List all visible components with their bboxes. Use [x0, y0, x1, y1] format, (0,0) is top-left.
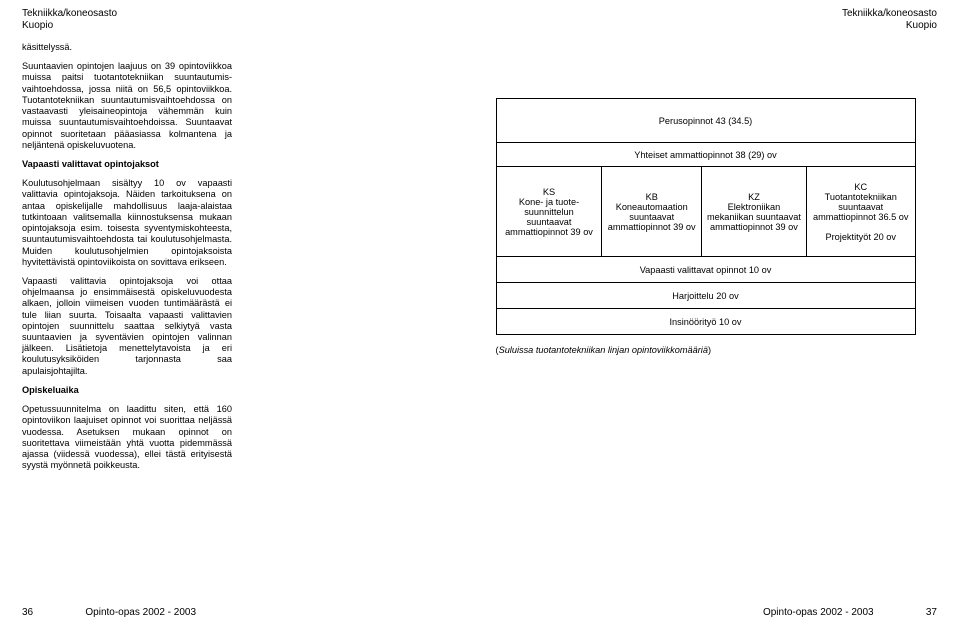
para-0: käsittelyssä. — [22, 42, 232, 53]
diagram-note: (Suluissa tuotantotekniikan linjan opint… — [496, 345, 938, 355]
col-ks: KS Kone- ja tuote­suunnittelun suuntaava… — [496, 167, 602, 257]
city: Kuopio — [22, 20, 464, 32]
col-ks-text: Kone- ja tuote­suunnittelun suuntaavat a… — [501, 197, 598, 237]
left-body: käsittelyssä. Suuntaavien opintojen laaj… — [22, 42, 232, 479]
para-2: Koulutusohjelmaan sisältyy 10 ov vapaast… — [22, 178, 232, 268]
col-kz: KZ Elektroniikan mekaniikan suuntaavat a… — [701, 167, 806, 257]
col-kb-code: KB — [606, 192, 696, 202]
guide-title: Opinto-opas 2002 - 2003 — [33, 607, 248, 618]
right-page: Tekniikka/koneosasto Kuopio Perusopinnot… — [486, 0, 959, 624]
row-shared-professional: Yhteiset ammattiopinnot 38 (29) ov — [496, 143, 915, 167]
curriculum-diagram: Perusopinnot 43 (34.5) Yhteiset ammattio… — [496, 42, 938, 624]
footer-left: 36 Opinto-opas 2002 - 2003 — [0, 607, 486, 618]
page-header-right: Tekniikka/koneosasto Kuopio — [496, 8, 938, 32]
curriculum-table: Perusopinnot 43 (34.5) Yhteiset ammattio… — [496, 98, 916, 335]
para-3: Vapaasti valittavia opintojaksoja voi ot… — [22, 276, 232, 377]
col-kb-text: Kone­automaation suuntaavat ammattiopinn… — [606, 202, 696, 232]
col-kz-text: Elektroniikan mekaniikan suuntaavat amma… — [706, 202, 802, 232]
guide-title: Opinto-opas 2002 - 2003 — [711, 607, 926, 618]
col-kb: KB Kone­automaation suuntaavat ammattiop… — [602, 167, 701, 257]
row-basic-studies: Perusopinnot 43 (34.5) — [496, 99, 915, 143]
col-kc-code: KC — [811, 182, 911, 192]
page-number-left: 36 — [22, 607, 33, 618]
col-kz-code: KZ — [706, 192, 802, 202]
heading-study-time: Opiskeluaika — [22, 385, 232, 396]
left-page: Tekniikka/koneosasto Kuopio käsittelyssä… — [0, 0, 486, 624]
page-header-left: Tekniikka/koneosasto Kuopio — [22, 8, 464, 32]
col-kc-extra: Projektityöt 20 ov — [811, 232, 911, 242]
footer-right: Opinto-opas 2002 - 2003 37 — [486, 607, 959, 618]
heading-optional-courses: Vapaasti valittavat opintojaksot — [22, 159, 232, 170]
city: Kuopio — [496, 20, 938, 32]
dept: Tekniikka/koneosasto — [496, 8, 938, 20]
row-free-choice: Vapaasti valittavat opinnot 10 ov — [496, 257, 915, 283]
row-practice: Harjoittelu 20 ov — [496, 283, 915, 309]
row-thesis: Insinöörityö 10 ov — [496, 309, 915, 335]
col-kc: KC Tuotantotekniikan suuntaavat ammattio… — [806, 167, 915, 257]
para-4: Opetussuunnitelma on laadittu siten, ett… — [22, 404, 232, 471]
page-number-right: 37 — [926, 607, 937, 618]
col-kc-text: Tuotantotekniikan suuntaavat ammattiopin… — [811, 192, 911, 222]
col-ks-code: KS — [501, 187, 598, 197]
note-text: Suluissa tuotantotekniikan linjan opinto… — [499, 345, 708, 355]
dept: Tekniikka/koneosasto — [22, 8, 464, 20]
note-close: ) — [708, 345, 711, 355]
para-1: Suuntaavien opintojen laajuus on 39 opin… — [22, 61, 232, 151]
